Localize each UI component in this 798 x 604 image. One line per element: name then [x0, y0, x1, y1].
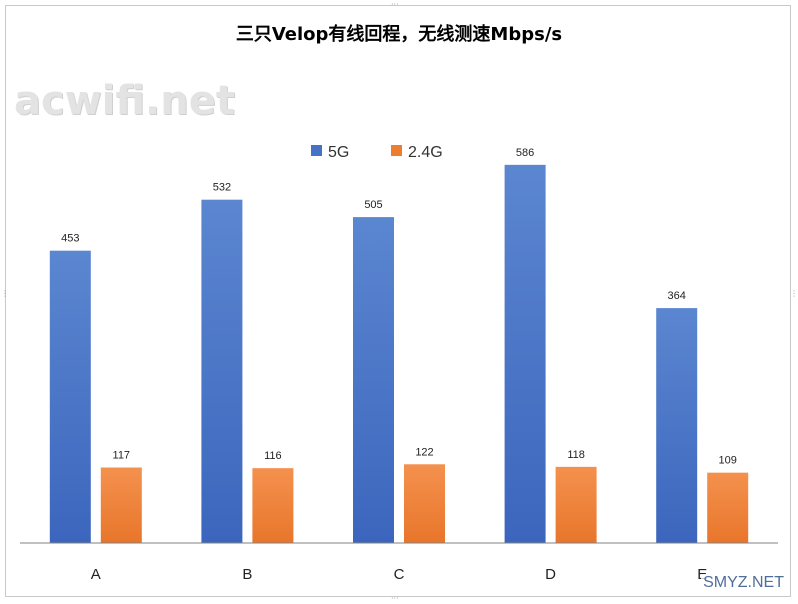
x-tick-a: A	[91, 566, 101, 583]
x-tick-d: D	[545, 566, 556, 583]
data-label-5g-e: 364	[668, 290, 686, 302]
bar-5g-c[interactable]	[353, 217, 394, 543]
bar-24g-b[interactable]	[252, 468, 294, 543]
frame-handle-top[interactable]: ···	[391, 0, 399, 9]
bar-5g-a[interactable]	[49, 250, 91, 543]
legend-swatch-5g	[311, 145, 322, 156]
chart-legend: 5G 2.4G	[311, 144, 443, 161]
legend-label-24g: 2.4G	[408, 144, 443, 161]
frame-handle-bottom[interactable]: ···	[391, 594, 399, 603]
data-label-24g-c: 122	[415, 446, 433, 458]
data-label-5g-d: 586	[516, 147, 534, 159]
legend-swatch-24g	[391, 145, 402, 156]
bar-24g-d[interactable]	[555, 466, 597, 543]
data-label-5g-c: 505	[364, 199, 382, 211]
chart-title: 三只Velop有线回程，无线测速Mbps/s	[235, 24, 563, 45]
x-tick-labels: ABCDE	[91, 566, 707, 583]
bar-24g-e[interactable]	[707, 472, 749, 543]
x-tick-b: B	[242, 566, 252, 583]
data-label-24g-b: 116	[264, 450, 282, 462]
legend-label-5g: 5G	[328, 144, 349, 161]
bar-5g-b[interactable]	[201, 199, 243, 543]
data-label-24g-d: 118	[567, 449, 585, 461]
data-label-5g-b: 532	[213, 182, 231, 194]
x-tick-c: C	[394, 566, 405, 583]
watermark-smyz: SMYZ.NET	[701, 574, 786, 592]
bar-24g-c[interactable]	[404, 464, 445, 543]
bar-5g-e[interactable]	[656, 308, 698, 543]
bars-group: 453 117 532 116 505 122 586 118 364 109	[49, 147, 749, 544]
bar-24g-a[interactable]	[100, 467, 142, 543]
frame-handle-right[interactable]: ⋮	[790, 289, 798, 298]
data-label-24g-e: 109	[719, 455, 737, 467]
data-label-24g-a: 117	[113, 449, 131, 461]
watermark-acwifi: acwifi.net	[14, 78, 235, 124]
data-label-5g-a: 453	[61, 233, 79, 245]
bar-5g-d[interactable]	[504, 164, 546, 544]
frame-handle-left[interactable]: ⋮	[1, 289, 9, 298]
